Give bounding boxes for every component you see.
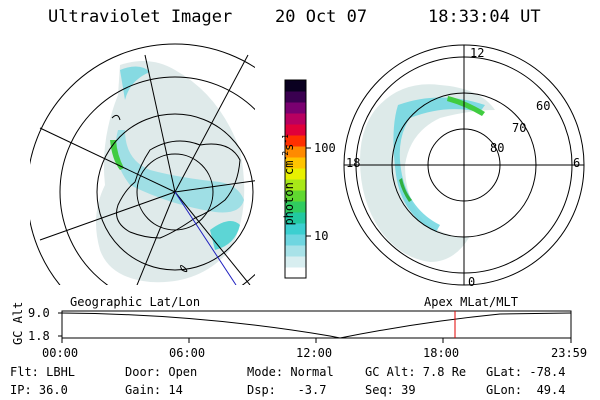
altitude-xtick-0000: 00:00: [42, 346, 79, 360]
colorbar-tick-100: 100: [314, 141, 336, 155]
altitude-xtick-1800: 18:00: [423, 346, 460, 360]
colorbar-segment: [285, 168, 306, 180]
info-ip: IP: 36.0: [10, 383, 68, 397]
colorbar-segment: [285, 201, 306, 213]
altitude-xtick-2359: 23:59: [551, 346, 588, 360]
right-aurora-bright: [447, 96, 485, 116]
colorbar-segment: [285, 157, 306, 169]
colorbar-unit-label: photon cm-2s-1: [270, 134, 296, 240]
right-aurora-image: [360, 84, 495, 263]
coastline: [116, 140, 241, 239]
unit-photon: photon cm: [282, 160, 296, 226]
colorbar-segment: [285, 256, 306, 268]
colorbar-segment: [285, 102, 306, 114]
colorbar-segment: [285, 212, 306, 224]
unit-s: s: [282, 143, 296, 151]
altitude-plot: [58, 310, 572, 343]
observation-time: 18:33:04 UT: [428, 7, 541, 27]
right-map-caption: Apex MLat/MLT: [424, 295, 518, 309]
colorbar-segment: [285, 245, 306, 257]
info-gain: Gain: 14: [125, 383, 183, 397]
info-dsp: Dsp: -3.7: [247, 383, 327, 397]
altitude-xtick-0600: 06:00: [169, 346, 206, 360]
colorbar-segment: [285, 146, 306, 158]
colorbar-segment: [285, 113, 306, 125]
left-map-caption: Geographic Lat/Lon: [70, 295, 201, 309]
unit-exp-s: -1: [281, 134, 290, 144]
colorbar-segment: [285, 234, 306, 246]
altitude-ytick-9: 9.0: [28, 306, 50, 320]
altitude-xtick-1200: 12:00: [296, 346, 333, 360]
info-gc-alt: GC Alt: 7.8 Re: [365, 365, 467, 379]
colorbar-segment: [285, 223, 306, 235]
mlt-label-0: 0: [468, 275, 476, 289]
mlat-label-70: 70: [512, 121, 527, 135]
geographic-map: [30, 43, 255, 285]
colorbar-segment: [285, 124, 306, 136]
colorbar-segment: [285, 135, 306, 147]
color-scale-bar: [285, 80, 306, 279]
magnetic-polar-map: [343, 44, 585, 286]
instrument-title: Ultraviolet Imager: [48, 7, 233, 27]
info-glon: GLon: 49.4: [486, 383, 566, 397]
colorbar-segment: [285, 91, 306, 103]
mlt-label-6: 6: [573, 156, 581, 170]
info-door: Door: Open: [125, 365, 198, 379]
colorbar-segment: [285, 267, 306, 279]
altitude-ytick-1-8: 1.8: [28, 329, 50, 343]
mlat-label-80: 80: [490, 141, 505, 155]
left-aurora-lower: [210, 221, 240, 250]
sun-direction-line: [174, 191, 237, 285]
altitude-curve: [61, 312, 572, 339]
info-seq: Seq: 39: [365, 383, 416, 397]
unit-exp-cm: -2: [281, 150, 290, 161]
info-filter: Flt: LBHL: [10, 365, 76, 379]
colorbar-segment: [285, 190, 306, 202]
mlt-label-18: 18: [346, 156, 361, 170]
mlt-label-12: 12: [470, 46, 485, 60]
colorbar-segment: [285, 179, 306, 191]
left-aurora-bright: [110, 140, 124, 170]
colorbar-segment: [285, 80, 306, 92]
info-glat: GLat: -78.4: [486, 365, 566, 379]
observation-date: 20 Oct 07: [275, 7, 368, 27]
left-aurora-band: [115, 130, 244, 213]
mlat-label-60: 60: [536, 99, 551, 113]
info-mode: Mode: Normal: [247, 365, 334, 379]
colorbar-tick-10: 10: [314, 229, 329, 243]
left-aurora-edge: [120, 66, 150, 100]
altitude-ylabel: GC Alt: [11, 301, 25, 345]
